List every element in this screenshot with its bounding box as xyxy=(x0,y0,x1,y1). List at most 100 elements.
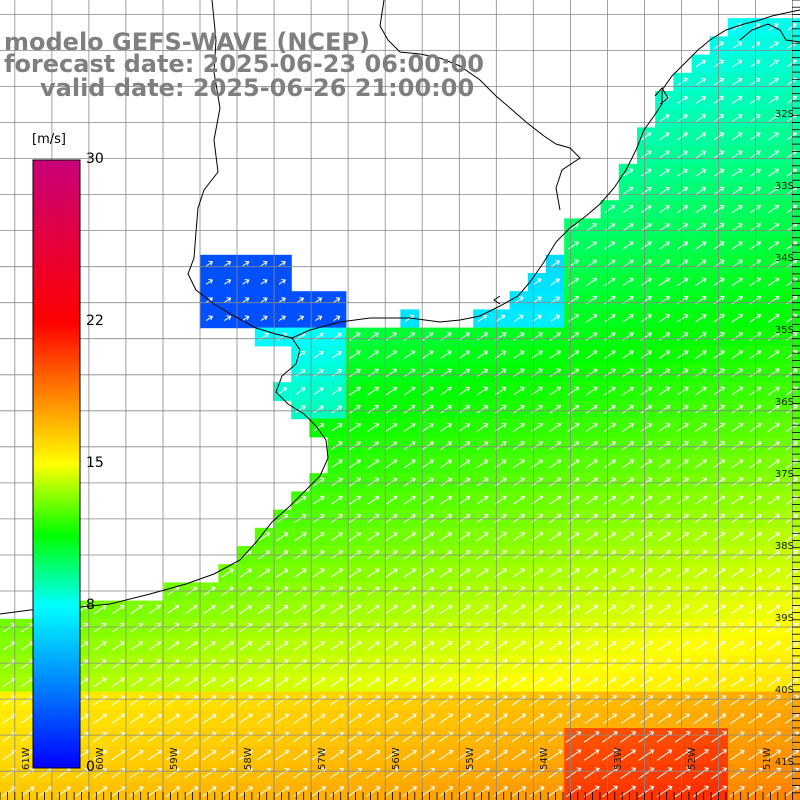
wind-arrow xyxy=(439,604,453,615)
wind-arrow xyxy=(711,731,728,743)
wind-arrow xyxy=(385,423,398,432)
wind-arrow xyxy=(657,622,672,633)
wind-arrow xyxy=(622,422,635,432)
wind-arrow xyxy=(640,386,653,396)
wind-arrow xyxy=(659,150,670,159)
wind-arrow xyxy=(275,641,289,651)
colorbar-tick-label: 0 xyxy=(86,759,95,775)
wind-arrow xyxy=(242,260,250,267)
wind-arrow xyxy=(585,404,598,414)
wind-arrow xyxy=(639,713,654,724)
wind-arrow xyxy=(732,41,743,50)
wind-arrow xyxy=(220,695,235,706)
wind-arrow xyxy=(439,640,453,651)
wind-arrow xyxy=(656,749,673,761)
wind-arrow xyxy=(784,785,800,797)
wind-arrow xyxy=(766,749,782,761)
wind-arrow xyxy=(586,223,598,232)
wind-arrow xyxy=(677,150,689,159)
wind-arrow xyxy=(293,749,308,761)
wind-arrow xyxy=(675,695,690,706)
wind-arrow xyxy=(640,531,653,542)
wind-arrow xyxy=(313,350,324,359)
wind-arrow xyxy=(658,441,671,451)
wind-arrow xyxy=(731,350,744,360)
longitude-label: 59W xyxy=(168,747,180,770)
wind-arrow xyxy=(677,186,689,195)
wind-arrow xyxy=(184,659,198,669)
wind-arrow xyxy=(94,641,107,651)
wind-arrow xyxy=(111,695,126,706)
wind-arrow xyxy=(220,713,235,724)
wind-arrow xyxy=(676,568,690,578)
wind-arrow xyxy=(549,386,562,396)
wind-arrow xyxy=(333,297,341,303)
wind-arrow xyxy=(656,731,673,743)
wind-arrow xyxy=(331,423,343,432)
wind-arrow xyxy=(604,223,616,232)
wind-arrow xyxy=(695,186,707,195)
wind-arrow xyxy=(348,586,362,596)
wind-arrow xyxy=(475,659,490,669)
wind-arrow xyxy=(568,259,580,268)
wind-arrow xyxy=(767,368,780,378)
wind-arrow xyxy=(694,568,708,578)
wind-arrow xyxy=(603,459,617,469)
wind-arrow xyxy=(476,441,489,451)
wind-arrow xyxy=(548,604,562,615)
wind-arrow xyxy=(514,314,524,322)
wind-arrow xyxy=(421,622,435,633)
wind-arrow xyxy=(439,568,453,578)
wind-arrow xyxy=(731,422,744,433)
wind-arrow xyxy=(166,749,181,761)
wind-arrow xyxy=(294,677,308,688)
wind-arrow xyxy=(367,532,380,542)
wind-arrow xyxy=(439,532,453,542)
wind-arrow xyxy=(732,77,743,86)
wind-arrow xyxy=(221,641,235,651)
wind-arrow xyxy=(567,404,580,414)
wind-arrow xyxy=(293,695,308,706)
wind-arrow xyxy=(768,150,780,159)
wind-arrow xyxy=(184,641,198,651)
wind-arrow xyxy=(148,622,162,633)
wind-arrow xyxy=(567,477,580,487)
wind-arrow xyxy=(439,586,453,597)
wind-arrow xyxy=(403,659,417,669)
wind-arrow xyxy=(148,641,162,651)
wind-arrow xyxy=(295,387,306,395)
wind-arrow xyxy=(732,114,743,123)
wind-arrow xyxy=(621,477,635,487)
wind-arrow xyxy=(457,677,471,688)
wind-arrow xyxy=(295,350,306,359)
wind-arrow xyxy=(658,422,671,432)
wind-arrow xyxy=(732,59,743,68)
wind-arrow xyxy=(767,604,781,615)
wind-arrow xyxy=(694,640,708,651)
wind-arrow xyxy=(713,386,726,396)
wind-arrow xyxy=(677,223,689,232)
wind-arrow xyxy=(586,313,598,323)
wind-arrow xyxy=(348,677,362,688)
wind-arrow xyxy=(312,641,326,651)
wind-arrow xyxy=(349,368,361,378)
wind-arrow xyxy=(532,314,542,322)
colorbar-tick-label: 30 xyxy=(86,151,104,167)
wind-arrow xyxy=(711,695,727,706)
wind-arrow xyxy=(512,677,526,688)
longitude-label: 58W xyxy=(243,747,255,770)
wind-arrow xyxy=(294,586,307,596)
wind-arrow xyxy=(604,368,616,378)
wind-arrow xyxy=(421,604,435,615)
wind-arrow xyxy=(659,204,670,214)
wind-arrow xyxy=(585,350,598,360)
wind-arrow xyxy=(440,368,452,378)
wind-arrow xyxy=(786,204,798,214)
wind-arrow xyxy=(659,168,670,177)
wind-arrow xyxy=(530,640,544,651)
wind-arrow xyxy=(549,441,562,451)
wind-arrow xyxy=(766,677,781,688)
wind-arrow xyxy=(148,659,162,669)
wind-arrow xyxy=(583,767,600,780)
title-line-forecast-date: forecast date: 2025-06-23 06:00:00 xyxy=(4,50,484,78)
